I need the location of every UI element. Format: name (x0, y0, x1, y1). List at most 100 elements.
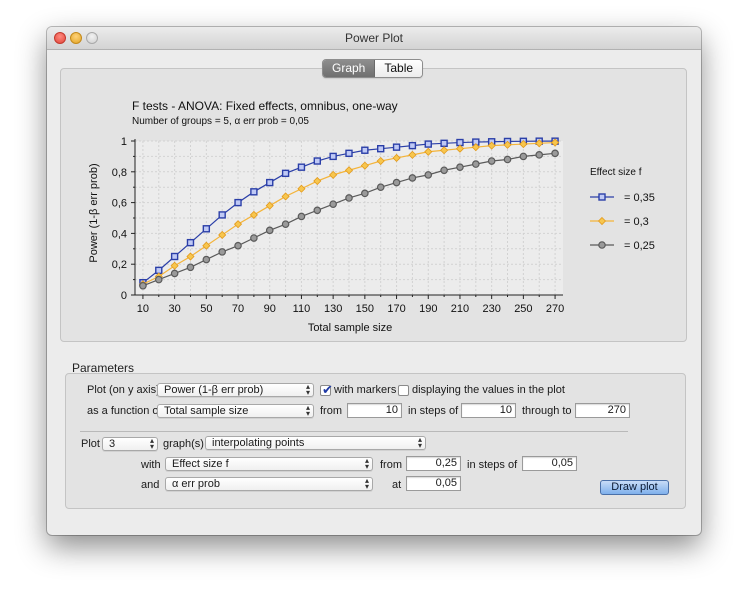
function-of-label: as a function of (87, 405, 162, 417)
display-values-label: displaying the values in the plot (412, 384, 565, 396)
data-point-diamond (360, 161, 369, 170)
data-point-square (266, 178, 274, 187)
function-of-select[interactable]: Total sample size ▴ ▾ (157, 404, 314, 418)
data-point-diamond (329, 170, 338, 179)
data-point-circle (456, 163, 464, 171)
draw-plot-button[interactable]: Draw plot (600, 480, 669, 495)
data-point-diamond (233, 220, 243, 229)
tab-table[interactable]: Table (375, 60, 423, 77)
y-tick-label: 1 (121, 136, 127, 148)
data-point-circle (234, 241, 242, 250)
x-tick-label: 70 (232, 303, 244, 315)
plot-count-label: Plot (81, 438, 100, 450)
at-label: at (392, 479, 402, 491)
with-label: with (141, 459, 161, 471)
data-point-square (424, 140, 432, 148)
chevron-up-down-icon: ▴ ▾ (305, 382, 310, 397)
and-parameter-select[interactable]: α err prob ▴ ▾ (165, 477, 373, 491)
chevron-up-down-icon: ▴ ▾ (364, 456, 369, 471)
data-point-diamond (424, 147, 433, 156)
data-point-diamond (170, 261, 179, 270)
legend-label: = 0,25 (624, 240, 655, 252)
x-tick-label: 250 (514, 303, 532, 315)
x-tick-label: 270 (546, 303, 564, 315)
y-tick-label: 0,6 (112, 198, 127, 210)
data-point-diamond (313, 176, 322, 186)
data-point-circle (519, 152, 528, 161)
data-point-circle (503, 155, 512, 164)
close-window-button[interactable] (54, 32, 66, 44)
data-point-square (218, 211, 226, 219)
with-steps-input[interactable]: 0,05 (522, 456, 577, 471)
minimize-window-button[interactable] (70, 32, 82, 44)
data-point-diamond (281, 192, 290, 201)
through-input[interactable]: 270 (575, 403, 630, 418)
with-parameter-value: Effect size f (172, 458, 229, 470)
plot-count-value: 3 (109, 438, 116, 450)
steps-input[interactable]: 10 (461, 403, 516, 418)
data-point-diamond (202, 241, 211, 250)
data-point-circle (424, 171, 433, 179)
legend-label: = 0,35 (624, 192, 655, 204)
data-point-diamond (392, 153, 401, 163)
data-point-diamond (519, 140, 528, 149)
data-point-circle (361, 189, 369, 198)
steps-label: in steps of (408, 405, 459, 417)
data-point-diamond (376, 156, 385, 166)
plot-count-select[interactable]: 3 ▴ ▾ (102, 437, 158, 451)
data-point-square (345, 149, 353, 158)
legend-label: = 0,3 (624, 216, 649, 228)
legend-title: Effect size f (590, 167, 642, 178)
with-parameter-select[interactable]: Effect size f ▴ ▾ (165, 457, 373, 471)
chevron-up-down-icon: ▴ ▾ (364, 476, 369, 491)
data-point-diamond (487, 141, 496, 150)
and-parameter-value: α err prob (172, 478, 220, 490)
and-label: and (141, 479, 160, 491)
from-input[interactable]: 10 (347, 403, 402, 418)
data-point-circle (265, 226, 274, 235)
y-tick-label: 0,8 (112, 167, 127, 179)
x-tick-label: 90 (264, 303, 276, 315)
data-point-diamond (408, 150, 417, 159)
data-point-square (234, 198, 242, 207)
data-point-square (297, 163, 306, 171)
chevron-up-down-icon: ▴ ▾ (149, 436, 154, 451)
data-point-circle (139, 281, 147, 290)
at-input[interactable]: 0,05 (406, 476, 461, 491)
data-point-diamond (186, 252, 195, 261)
data-point-diamond (535, 139, 544, 148)
x-tick-label: 130 (324, 303, 342, 315)
data-point-diamond (471, 143, 480, 152)
chevron-up-down-icon: ▴ ▾ (305, 403, 310, 418)
data-point-circle (154, 275, 163, 284)
with-markers-checkbox[interactable]: ✔ (320, 382, 333, 397)
display-values-checkbox[interactable] (398, 385, 409, 396)
plot-y-axis-value: Power (1-β err prob) (164, 384, 264, 396)
y-tick-label: 0,4 (112, 228, 127, 240)
function-of-value: Total sample size (164, 405, 249, 417)
data-point-circle (472, 160, 480, 168)
zoom-window-button[interactable] (86, 32, 98, 44)
data-point-square (313, 157, 321, 165)
y-tick-label: 0,2 (112, 259, 127, 271)
graphs-mode-select[interactable]: interpolating points ▴ ▾ (205, 436, 426, 450)
y-axis-label: Power (1-β err prob) (88, 163, 100, 262)
with-steps-label: in steps of (467, 459, 518, 471)
plot-y-axis-select[interactable]: Power (1-β err prob) ▴ ▾ (157, 383, 314, 397)
series-1 (138, 138, 560, 289)
data-point-square (329, 152, 337, 161)
tab-graph[interactable]: Graph (323, 60, 376, 77)
with-from-input[interactable]: 0,25 (406, 456, 461, 471)
data-point-square (598, 193, 606, 201)
data-point-circle (440, 166, 448, 175)
data-point-circle (186, 263, 195, 272)
with-from-label: from (380, 459, 402, 471)
with-markers-label: with markers (334, 384, 397, 396)
data-point-square (408, 141, 417, 150)
checkmark-icon: ✔ (322, 382, 333, 397)
data-point-circle (487, 157, 496, 165)
parameters-heading: Parameters (72, 361, 135, 375)
x-tick-label: 230 (482, 303, 500, 315)
